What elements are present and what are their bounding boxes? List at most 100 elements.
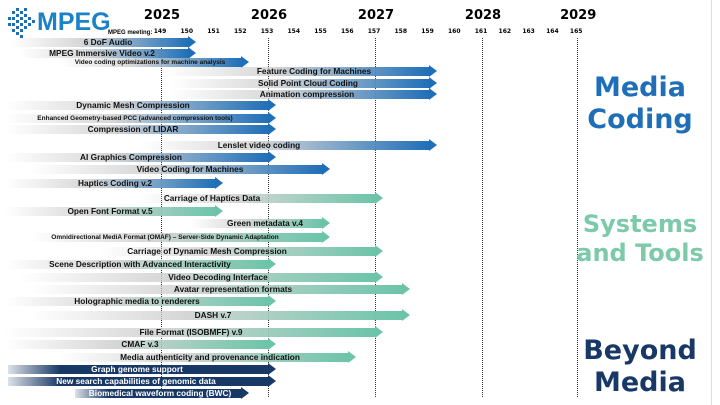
roadmap-item: MPEG Immersive Video v.2 xyxy=(20,47,196,59)
roadmap-item-label: Feature Coding for Machines xyxy=(256,66,372,76)
roadmap-bar xyxy=(60,58,243,67)
arrow-head-icon xyxy=(187,47,196,59)
roadmap-bar xyxy=(100,247,376,256)
year-label: 2028 xyxy=(464,8,502,23)
roadmap-item-label: Animation compression xyxy=(259,89,355,99)
roadmap-item-label: AI Graphics Compression xyxy=(80,152,182,162)
roadmap-item: CMAF v.3 xyxy=(5,338,276,350)
roadmap-item: New search capabilities of genomic data xyxy=(8,375,276,387)
roadmap-item-label: 6 DoF Audio xyxy=(83,37,133,47)
year-divider xyxy=(375,38,376,397)
roadmap-item: Omnidirectional MediA Format (OMAF) – Se… xyxy=(30,231,330,243)
arrow-head-icon xyxy=(348,351,357,363)
roadmap-bar xyxy=(5,101,269,110)
roadmap-item: Solid Point Cloud Coding xyxy=(170,77,437,89)
arrow-head-icon xyxy=(321,163,330,175)
arrow-head-icon xyxy=(428,77,437,89)
roadmap-bar xyxy=(5,153,269,162)
roadmap-item: Green metadata v.4 xyxy=(190,217,330,229)
roadmap-bar xyxy=(190,219,323,228)
roadmap-bar xyxy=(5,179,216,188)
roadmap-item: Lenslet video coding xyxy=(140,139,437,151)
arrow-head-icon xyxy=(268,123,276,135)
roadmap-item: Open Font Format v.5 xyxy=(5,205,223,217)
roadmap-item: Biomedical waveform coding (BWC) xyxy=(75,387,250,399)
arrow-head-icon xyxy=(268,151,276,163)
logo-dots-icon xyxy=(6,5,36,39)
arrow-head-icon xyxy=(401,309,410,321)
arrow-head-icon xyxy=(268,99,276,111)
roadmap-bar xyxy=(8,377,269,386)
roadmap-item-label: Solid Point Cloud Coding xyxy=(257,78,359,88)
roadmap-item: 6 DoF Audio xyxy=(10,36,196,48)
year-label: 2026 xyxy=(250,8,288,23)
arrow-head-icon xyxy=(428,88,437,100)
roadmap-item-label: Haptics Coding v.2 xyxy=(77,178,153,188)
roadmap-item-label: Dynamic Mesh Compression xyxy=(76,100,190,110)
slide-edge-divider xyxy=(711,0,712,405)
roadmap-item: Haptics Coding v.2 xyxy=(5,177,223,189)
roadmap-item-label: Carriage of Dynamic Mesh Compression xyxy=(127,246,287,256)
roadmap-bar xyxy=(140,194,376,203)
section-title-line: Media xyxy=(594,367,686,399)
roadmap-item-label: Media authenticity and provenance indica… xyxy=(120,352,300,362)
roadmap-bar xyxy=(20,49,189,58)
arrow-head-icon xyxy=(268,295,276,307)
section-title-line: Coding xyxy=(587,104,693,136)
roadmap-bar xyxy=(8,365,269,374)
meeting-number: 164 xyxy=(546,28,559,35)
roadmap-item-label: Graph genome support xyxy=(91,364,183,374)
year-label: 2029 xyxy=(560,8,597,23)
year-label: 2025 xyxy=(143,8,181,23)
meeting-number: 158 xyxy=(394,28,408,35)
arrow-head-icon xyxy=(268,375,276,387)
section-title-systems: Systems and Tools xyxy=(570,210,710,268)
section-title-line: Systems xyxy=(582,210,698,238)
roadmap-item-label: Holographic media to renderers xyxy=(74,296,200,306)
roadmap-bar xyxy=(5,340,269,349)
roadmap-bar xyxy=(30,311,403,320)
roadmap-item-label: Enhanced Geometry-based PCC (advanced co… xyxy=(37,115,233,122)
roadmap-bar xyxy=(20,273,376,282)
section-title-line: Media xyxy=(594,72,686,103)
roadmap-item-label: Video Coding for Machines xyxy=(136,164,244,174)
year-label: 2027 xyxy=(357,8,395,23)
arrow-head-icon xyxy=(268,112,276,124)
arrow-head-icon xyxy=(187,36,196,48)
roadmap-bar xyxy=(30,285,403,294)
arrow-head-icon xyxy=(241,56,250,68)
roadmap-item: Compression of LIDAR xyxy=(5,123,276,135)
roadmap-item: Graph genome support xyxy=(8,363,276,375)
roadmap-item-label: Omnidirectional MediA Format (OMAF) – Se… xyxy=(51,234,279,241)
roadmap-item: Enhanced Geometry-based PCC (advanced co… xyxy=(5,112,276,124)
mpeg-logo: MPEG xyxy=(6,5,111,39)
roadmap-bar xyxy=(30,233,323,242)
section-title-beyond: Beyond Media xyxy=(570,335,710,400)
roadmap-item: Dynamic Mesh Compression xyxy=(5,99,276,111)
meeting-number: 154 xyxy=(287,28,301,35)
arrow-head-icon xyxy=(214,177,223,189)
roadmap-bar xyxy=(10,38,189,47)
roadmap-item-label: Carriage of Haptics Data xyxy=(163,193,261,203)
roadmap-item: Feature Coding for Machines xyxy=(165,65,437,77)
roadmap-bar xyxy=(30,165,323,174)
arrow-head-icon xyxy=(375,192,383,204)
roadmap-bar xyxy=(75,389,243,398)
section-title-media: Media Coding xyxy=(570,72,710,137)
roadmap-item-label: Lenslet video coding xyxy=(217,140,301,150)
meeting-number: 157 xyxy=(367,28,381,35)
meeting-number: 161 xyxy=(474,28,488,35)
roadmap-bar xyxy=(5,114,269,123)
roadmap-item-label: Compression of LIDAR xyxy=(87,124,179,134)
roadmap-item-label: Video coding optimizations for machine a… xyxy=(74,59,226,66)
roadmap-item-label: MPEG Immersive Video v.2 xyxy=(49,48,155,58)
meeting-number: 160 xyxy=(447,28,461,35)
year-divider xyxy=(161,38,162,397)
arrow-head-icon xyxy=(214,205,223,217)
arrow-head-icon xyxy=(401,283,410,295)
roadmap-bar xyxy=(165,67,430,76)
roadmap-item: Holographic media to renderers xyxy=(5,295,276,307)
roadmap-item-label: Open Font Format v.5 xyxy=(67,206,153,216)
roadmap-item: Scene Description with Advanced Interact… xyxy=(5,258,276,270)
arrow-head-icon xyxy=(241,387,250,399)
